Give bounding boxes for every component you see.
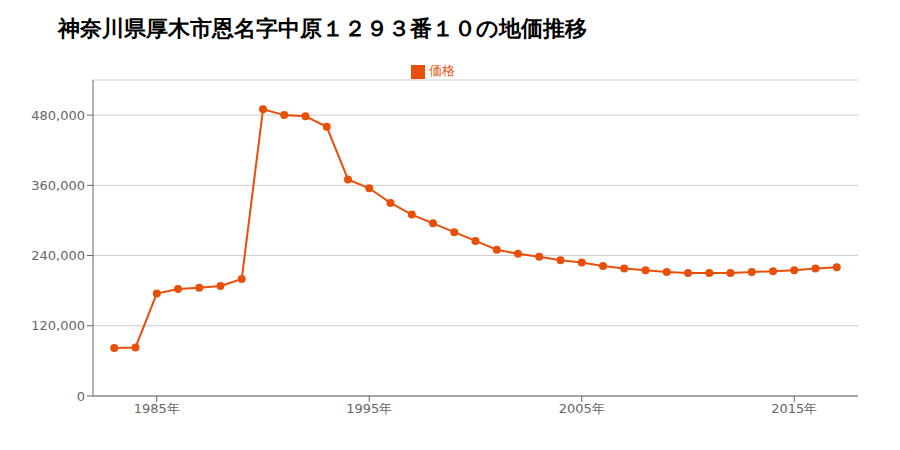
svg-text:360,000: 360,000 <box>31 178 85 193</box>
svg-text:120,000: 120,000 <box>31 318 85 333</box>
svg-text:2005年: 2005年 <box>559 401 605 416</box>
html-text:神奈川県厚木市恩名字中原１２９３番１０の地価推移: 神奈川県厚木市恩名字中原１２９３番１０の地価推移 <box>58 16 587 41</box>
svg-text:0: 0 <box>77 389 85 404</box>
svg-text:2015年: 2015年 <box>771 401 817 416</box>
svg-text:1985年: 1985年 <box>134 401 180 416</box>
html-text:価格: 価格 <box>429 63 455 78</box>
svg-text:1995年: 1995年 <box>346 401 392 416</box>
svg-text:480,000: 480,000 <box>31 108 85 123</box>
svg-text:240,000: 240,000 <box>31 248 85 263</box>
